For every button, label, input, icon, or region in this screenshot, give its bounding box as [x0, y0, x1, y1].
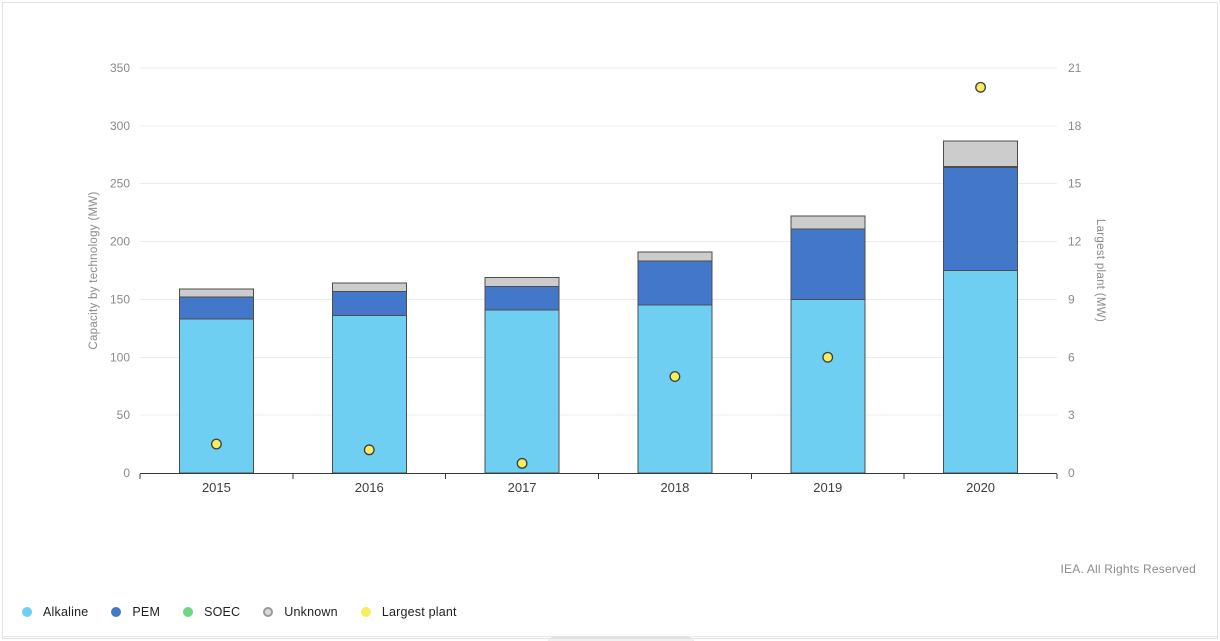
left-axis-tick-label: 0 [123, 466, 130, 480]
left-axis-tick-label: 300 [110, 119, 130, 133]
bar-segment-alkaline-2017[interactable] [484, 309, 560, 474]
right-axis-tick-label: 18 [1068, 119, 1082, 133]
chart-legend: Alkaline PEM SOEC Unknown Largest plant [22, 605, 480, 619]
right-axis-tick-label: 15 [1068, 177, 1082, 191]
dot-largest-plant-2016[interactable] [363, 444, 375, 456]
bar-segment-alkaline-2019[interactable] [790, 298, 866, 474]
bar-segment-alkaline-2020[interactable] [943, 270, 1019, 474]
bar-segment-alkaline-2015[interactable] [178, 318, 254, 474]
right-axis-tick-label: 3 [1068, 408, 1075, 422]
left-axis-tick-label: 150 [110, 292, 130, 306]
legend-item-label: Unknown [284, 605, 338, 619]
legend-item-label: PEM [132, 605, 161, 619]
legend-marker-icon [263, 607, 274, 617]
x-axis-label-2017: 2017 [508, 480, 537, 495]
x-axis-label-2018: 2018 [660, 480, 689, 495]
copyright-text: IEA. All Rights Reserved [1060, 562, 1196, 576]
x-axis-label-2019: 2019 [813, 480, 842, 495]
x-axis-label-2015: 2015 [202, 480, 231, 495]
dot-largest-plant-2015[interactable] [210, 438, 222, 450]
legend-item-soec[interactable]: SOEC [183, 605, 240, 619]
dot-largest-plant-2019[interactable] [822, 351, 834, 363]
legend-item-alkaline[interactable]: Alkaline [22, 605, 88, 619]
right-axis-tick-label: 6 [1068, 350, 1075, 364]
x-axis-label-2020: 2020 [966, 480, 995, 495]
legend-item-unknown[interactable]: Unknown [263, 605, 338, 619]
legend-item-label: SOEC [204, 605, 241, 619]
left-axis-tick-label: 200 [110, 235, 130, 249]
left-axis-tick-label: 100 [110, 350, 130, 364]
legend-item-label: Alkaline [43, 605, 89, 619]
right-axis-tick-label: 0 [1068, 466, 1075, 480]
x-axis-label-2016: 2016 [355, 480, 384, 495]
legend-item-label: Largest plant [381, 605, 457, 619]
dot-largest-plant-2018[interactable] [669, 371, 681, 383]
legend-item-pem[interactable]: PEM [111, 605, 160, 619]
bar-segment-pem-2018[interactable] [637, 260, 713, 306]
bottom-divider [3, 636, 1217, 637]
right-axis-title: Largest plant (MW) [1094, 219, 1106, 322]
bar-segment-pem-2017[interactable] [484, 286, 560, 311]
bar-segment-pem-2016[interactable] [331, 290, 407, 317]
bar-segment-unknown-2019[interactable] [790, 215, 866, 230]
bar-segment-unknown-2018[interactable] [637, 251, 713, 262]
legend-item-largest-plant[interactable]: Largest plant [360, 605, 457, 619]
bar-segment-unknown-2017[interactable] [484, 276, 560, 288]
left-axis-tick-label: 250 [110, 177, 130, 191]
left-axis-tick-label: 350 [110, 61, 130, 75]
dot-largest-plant-2017[interactable] [516, 457, 528, 469]
right-axis-tick-label: 21 [1068, 61, 1082, 75]
bar-segment-pem-2015[interactable] [178, 296, 254, 320]
legend-marker-icon [360, 607, 371, 617]
bar-segment-pem-2020[interactable] [943, 167, 1019, 271]
bar-segment-pem-2019[interactable] [790, 228, 866, 300]
partial-bottom-element [548, 637, 694, 641]
bar-segment-unknown-2020[interactable] [943, 140, 1019, 167]
left-axis-tick-label: 50 [117, 408, 131, 422]
bar-segment-alkaline-2018[interactable] [637, 304, 713, 474]
dot-largest-plant-2020[interactable] [975, 81, 987, 93]
legend-marker-icon [22, 607, 32, 617]
bar-segment-unknown-2016[interactable] [331, 282, 407, 292]
right-axis-tick-label: 9 [1068, 292, 1075, 306]
right-axis-tick-label: 12 [1068, 235, 1082, 249]
left-axis-title: Capacity by technology (MW) [88, 191, 100, 349]
legend-marker-icon [183, 607, 194, 617]
bar-segment-unknown-2015[interactable] [178, 288, 254, 298]
legend-marker-icon [111, 607, 122, 617]
